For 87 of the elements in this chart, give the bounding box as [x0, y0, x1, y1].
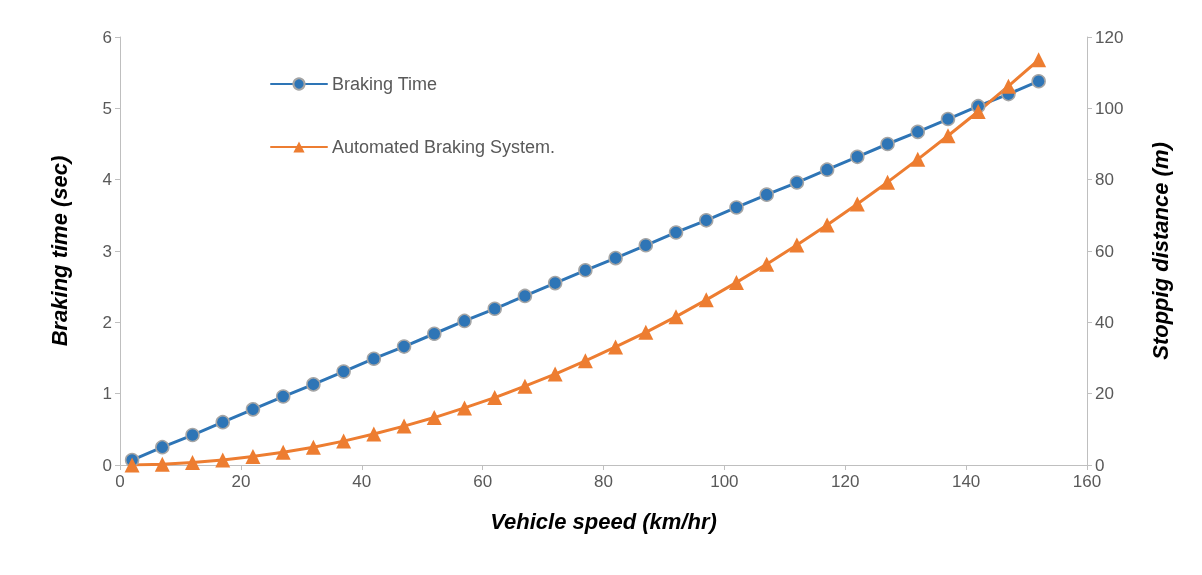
point: [1000, 78, 1016, 94]
point: [668, 309, 684, 325]
point: [185, 455, 201, 470]
point: [124, 457, 140, 473]
point: [910, 124, 926, 140]
y-tick-label: 4: [102, 170, 112, 190]
point: [245, 448, 261, 464]
point: [517, 288, 533, 304]
y2-tick-label: 120: [1095, 27, 1124, 47]
point: [547, 275, 563, 291]
point: [275, 444, 291, 460]
point: [910, 151, 926, 167]
point: [215, 414, 230, 430]
point: [728, 274, 744, 290]
y2-tick-label: 100: [1095, 98, 1124, 118]
point: [336, 364, 351, 379]
y2-tick-label: 80: [1095, 170, 1114, 190]
point: [608, 250, 623, 266]
point: [185, 427, 200, 443]
point: [366, 426, 382, 442]
point: [427, 326, 442, 341]
x-axis-title: Vehicle speed (km/hr): [490, 508, 717, 534]
point: [880, 136, 895, 152]
point: [577, 353, 593, 369]
x-tick-label: 60: [473, 472, 493, 491]
x-tick-label: 120: [831, 472, 860, 491]
y2-tick-label: 40: [1095, 312, 1114, 332]
point: [336, 433, 352, 449]
point: [759, 187, 774, 202]
x-tick-label: 0: [115, 472, 125, 491]
y2-axis-title: Stoppig distance (m): [1147, 142, 1173, 360]
point: [396, 418, 412, 434]
y-tick-label: 2: [102, 312, 112, 332]
point: [366, 351, 382, 366]
point: [578, 263, 593, 278]
point: [487, 301, 502, 317]
point: [759, 256, 775, 272]
point: [306, 377, 321, 392]
y-tick-label: 6: [102, 27, 112, 47]
point: [487, 390, 503, 406]
point: [275, 389, 291, 404]
point: [1031, 52, 1047, 68]
point: [789, 237, 805, 253]
x-tick-label: 140: [951, 472, 981, 491]
point: [940, 128, 956, 144]
point: [668, 225, 684, 240]
point: [849, 196, 865, 212]
point: [1031, 73, 1046, 89]
legend-label: Braking Time: [332, 74, 438, 94]
point: [729, 200, 744, 215]
y2-tick-label: 0: [1095, 455, 1105, 475]
point: [880, 174, 896, 190]
point: [245, 402, 261, 417]
y2-tick-label: 20: [1095, 384, 1114, 404]
y-axis-title: Braking time (sec): [46, 155, 72, 347]
y-tick-label: 5: [102, 98, 112, 118]
point: [698, 292, 714, 308]
point: [638, 324, 654, 340]
point: [155, 439, 170, 455]
y-tick-label: 3: [102, 241, 112, 261]
legend-label: Automated Braking System.: [332, 137, 556, 157]
point: [819, 217, 835, 233]
point: [789, 175, 805, 190]
point: [426, 410, 442, 426]
point: [305, 439, 321, 455]
x-tick-label: 40: [352, 472, 372, 491]
point: [819, 162, 835, 177]
point: [940, 111, 956, 127]
y2-tick-label: 60: [1095, 241, 1114, 261]
point: [456, 400, 472, 416]
point: [457, 313, 472, 329]
point: [699, 213, 714, 228]
y-tick-label: 0: [102, 455, 112, 475]
point: [517, 378, 533, 394]
point: [608, 339, 624, 355]
x-tick-label: 80: [594, 472, 613, 491]
x-tick-label: 20: [231, 472, 251, 491]
point: [850, 149, 865, 165]
point: [215, 452, 231, 468]
y-tick-label: 1: [102, 384, 112, 404]
point: [970, 104, 986, 120]
point: [154, 456, 170, 472]
point: [396, 339, 412, 354]
x-tick-label: 100: [710, 472, 739, 491]
point: [638, 238, 654, 253]
x-tick-label: 160: [1072, 472, 1102, 491]
point: [547, 366, 563, 382]
